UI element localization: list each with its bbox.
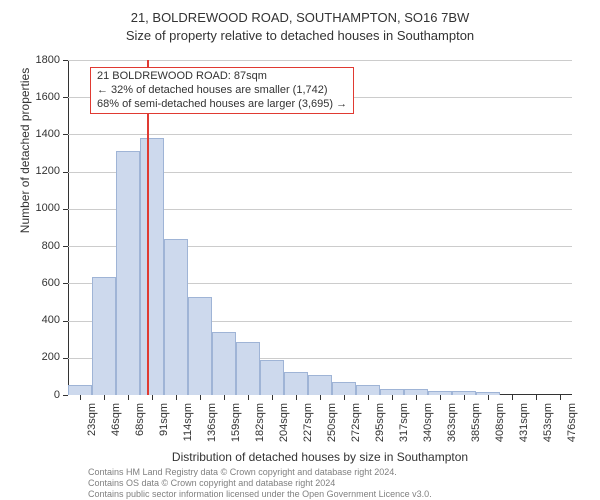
x-tick-mark xyxy=(536,395,537,400)
chart-title-sub: Size of property relative to detached ho… xyxy=(0,28,600,43)
x-tick-label: 182sqm xyxy=(254,403,266,453)
x-tick-label: 363sqm xyxy=(446,403,458,453)
x-tick-label: 114sqm xyxy=(182,403,194,453)
x-tick-label: 68sqm xyxy=(134,403,146,453)
x-tick-label: 250sqm xyxy=(326,403,338,453)
y-tick-mark xyxy=(63,246,68,247)
x-tick-label: 453sqm xyxy=(542,403,554,453)
x-tick-mark xyxy=(368,395,369,400)
x-tick-mark xyxy=(464,395,465,400)
histogram-bar xyxy=(308,375,332,395)
x-tick-label: 46sqm xyxy=(110,403,122,453)
y-tick-label: 0 xyxy=(20,389,60,401)
annotation-line-1: 21 BOLDREWOOD ROAD: 87sqm xyxy=(97,70,347,84)
y-tick-mark xyxy=(63,321,68,322)
x-tick-mark xyxy=(416,395,417,400)
histogram-bar xyxy=(164,239,188,395)
histogram-bar xyxy=(92,277,116,395)
y-tick-mark xyxy=(63,395,68,396)
histogram-bar xyxy=(236,342,260,395)
x-tick-label: 136sqm xyxy=(206,403,218,453)
x-tick-label: 408sqm xyxy=(494,403,506,453)
y-axis-label: Number of detached properties xyxy=(18,0,32,318)
grid-line xyxy=(68,60,572,61)
x-tick-label: 91sqm xyxy=(158,403,170,453)
x-tick-mark xyxy=(296,395,297,400)
footer-line-3: Contains public sector information licen… xyxy=(88,489,432,500)
y-tick-mark xyxy=(63,97,68,98)
x-tick-mark xyxy=(344,395,345,400)
x-tick-mark xyxy=(200,395,201,400)
grid-line xyxy=(68,134,572,135)
histogram-bar xyxy=(284,372,308,395)
footer-attribution: Contains HM Land Registry data © Crown c… xyxy=(88,467,432,499)
x-tick-label: 227sqm xyxy=(302,403,314,453)
histogram-bar xyxy=(68,385,92,395)
y-tick-mark xyxy=(63,134,68,135)
footer-line-1: Contains HM Land Registry data © Crown c… xyxy=(88,467,432,478)
x-tick-label: 295sqm xyxy=(374,403,386,453)
x-tick-mark xyxy=(560,395,561,400)
histogram-bar xyxy=(212,332,236,395)
x-axis-label: Distribution of detached houses by size … xyxy=(68,450,572,464)
x-tick-mark xyxy=(224,395,225,400)
histogram-bar xyxy=(140,138,164,395)
x-tick-mark xyxy=(440,395,441,400)
histogram-bar xyxy=(332,382,356,395)
x-tick-label: 431sqm xyxy=(518,403,530,453)
x-tick-mark xyxy=(152,395,153,400)
x-tick-label: 385sqm xyxy=(470,403,482,453)
y-tick-mark xyxy=(63,358,68,359)
y-tick-mark xyxy=(63,283,68,284)
x-tick-mark xyxy=(272,395,273,400)
x-tick-label: 476sqm xyxy=(566,403,578,453)
histogram-bar xyxy=(188,297,212,395)
y-tick-label: 200 xyxy=(20,351,60,363)
x-tick-label: 159sqm xyxy=(230,403,242,453)
x-tick-mark xyxy=(392,395,393,400)
x-tick-mark xyxy=(488,395,489,400)
y-tick-mark xyxy=(63,60,68,61)
x-tick-label: 317sqm xyxy=(398,403,410,453)
x-tick-mark xyxy=(128,395,129,400)
y-axis-line xyxy=(68,60,69,395)
x-tick-mark xyxy=(320,395,321,400)
histogram-bar xyxy=(356,385,380,395)
y-tick-mark xyxy=(63,172,68,173)
x-tick-mark xyxy=(176,395,177,400)
footer-line-2: Contains OS data © Crown copyright and d… xyxy=(88,478,432,489)
x-tick-label: 272sqm xyxy=(350,403,362,453)
y-tick-mark xyxy=(63,209,68,210)
x-tick-mark xyxy=(104,395,105,400)
annotation-box: 21 BOLDREWOOD ROAD: 87sqm ← 32% of detac… xyxy=(90,67,354,114)
chart-title-main: 21, BOLDREWOOD ROAD, SOUTHAMPTON, SO16 7… xyxy=(0,10,600,25)
annotation-line-2: ← 32% of detached houses are smaller (1,… xyxy=(97,84,347,98)
x-tick-mark xyxy=(248,395,249,400)
annotation-line-3: 68% of semi-detached houses are larger (… xyxy=(97,98,347,112)
x-tick-label: 23sqm xyxy=(86,403,98,453)
x-tick-label: 340sqm xyxy=(422,403,434,453)
histogram-bar xyxy=(116,151,140,395)
x-tick-mark xyxy=(512,395,513,400)
x-tick-mark xyxy=(80,395,81,400)
x-tick-label: 204sqm xyxy=(278,403,290,453)
histogram-bar xyxy=(260,360,284,395)
